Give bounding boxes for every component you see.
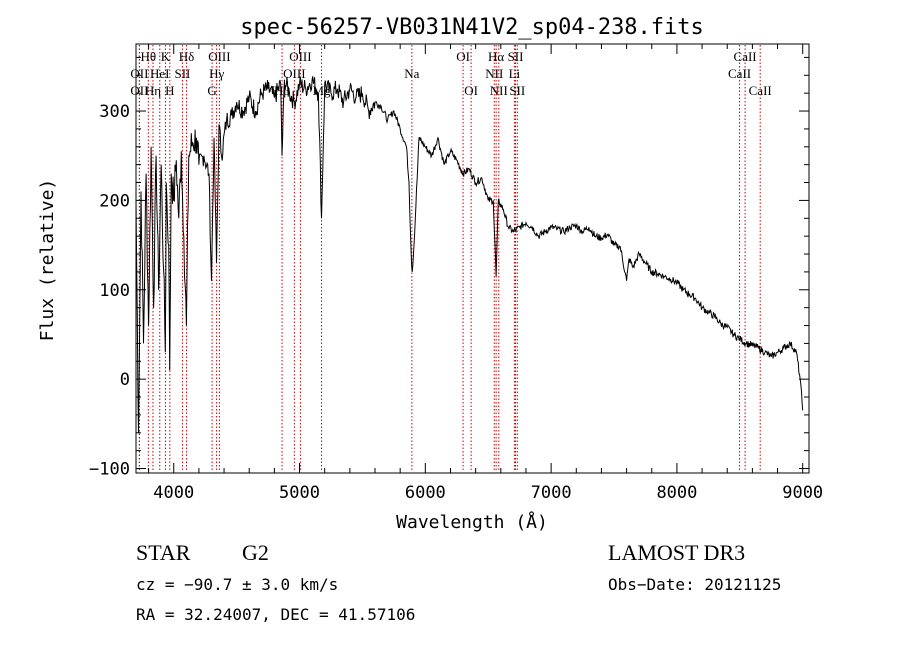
x-axis-label: Wavelength (Å)	[396, 511, 548, 533]
line-label-26: CaII	[734, 49, 757, 64]
observation-date: Obs−Date: 20121125	[608, 575, 781, 594]
object-subclass: G2	[242, 540, 269, 565]
line-label-22: SII	[508, 49, 524, 64]
line-label-17: OI	[456, 49, 470, 64]
line-label-1: OII	[130, 66, 148, 81]
line-label-18: OI	[464, 83, 478, 98]
line-label-21: NII	[490, 83, 508, 98]
line-label-19: Hα	[488, 49, 504, 64]
line-label-5: K	[161, 49, 171, 64]
plot-frame	[135, 43, 810, 474]
coordinates: RA = 32.24007, DEC = 41.57106	[136, 605, 415, 624]
y-tick-label: −100	[89, 460, 130, 480]
x-tick-label: 7000	[531, 483, 572, 503]
y-tick-label: 100	[99, 281, 130, 301]
line-label-8: Hδ	[179, 49, 195, 64]
flux-series-group	[135, 76, 804, 433]
x-tick-label: 6000	[405, 483, 446, 503]
x-axis-ticks: 4000 5000 6000 7000 8000 9000	[148, 44, 823, 503]
x-tick-label: 4000	[153, 483, 194, 503]
line-label-6: H	[165, 83, 174, 98]
y-axis-ticks: −100 0 100 200 300	[89, 56, 809, 480]
y-tick-label: 300	[99, 102, 130, 122]
redshift-cz: cz = −90.7 ± 3.0 km/s	[136, 575, 338, 594]
y-tick-label: 200	[99, 191, 130, 211]
line-label-2: OII	[130, 83, 148, 98]
flux-series-line	[135, 76, 804, 433]
y-tick-label: 0	[120, 370, 130, 390]
line-label-25: CaII	[728, 66, 751, 81]
object-type: STAR	[136, 540, 191, 565]
line-label-10: Hγ	[209, 66, 224, 81]
spectral-line-markers	[138, 45, 761, 472]
line-label-0: Hθ	[141, 49, 157, 64]
line-label-11: G	[207, 83, 216, 98]
x-tick-label: 5000	[279, 483, 320, 503]
line-label-24: SII	[509, 83, 525, 98]
line-label-9: OIII	[208, 49, 230, 64]
line-label-14: OIII	[289, 49, 311, 64]
line-label-3: Hη	[145, 83, 161, 98]
chart-title: spec-56257-VB031N41V2_sp04-238.fits	[240, 15, 704, 40]
survey-name: LAMOST DR3	[608, 540, 745, 565]
line-label-20: NII	[485, 66, 503, 81]
line-label-7: SII	[174, 66, 190, 81]
line-label-16: Na	[404, 66, 419, 81]
y-axis-label: Flux (relative)	[37, 179, 58, 342]
line-label-27: CaII	[749, 83, 772, 98]
x-tick-label: 9000	[782, 483, 823, 503]
line-label-23: Li	[509, 66, 521, 81]
x-tick-label: 8000	[656, 483, 697, 503]
line-label-4: HeI	[150, 66, 170, 81]
